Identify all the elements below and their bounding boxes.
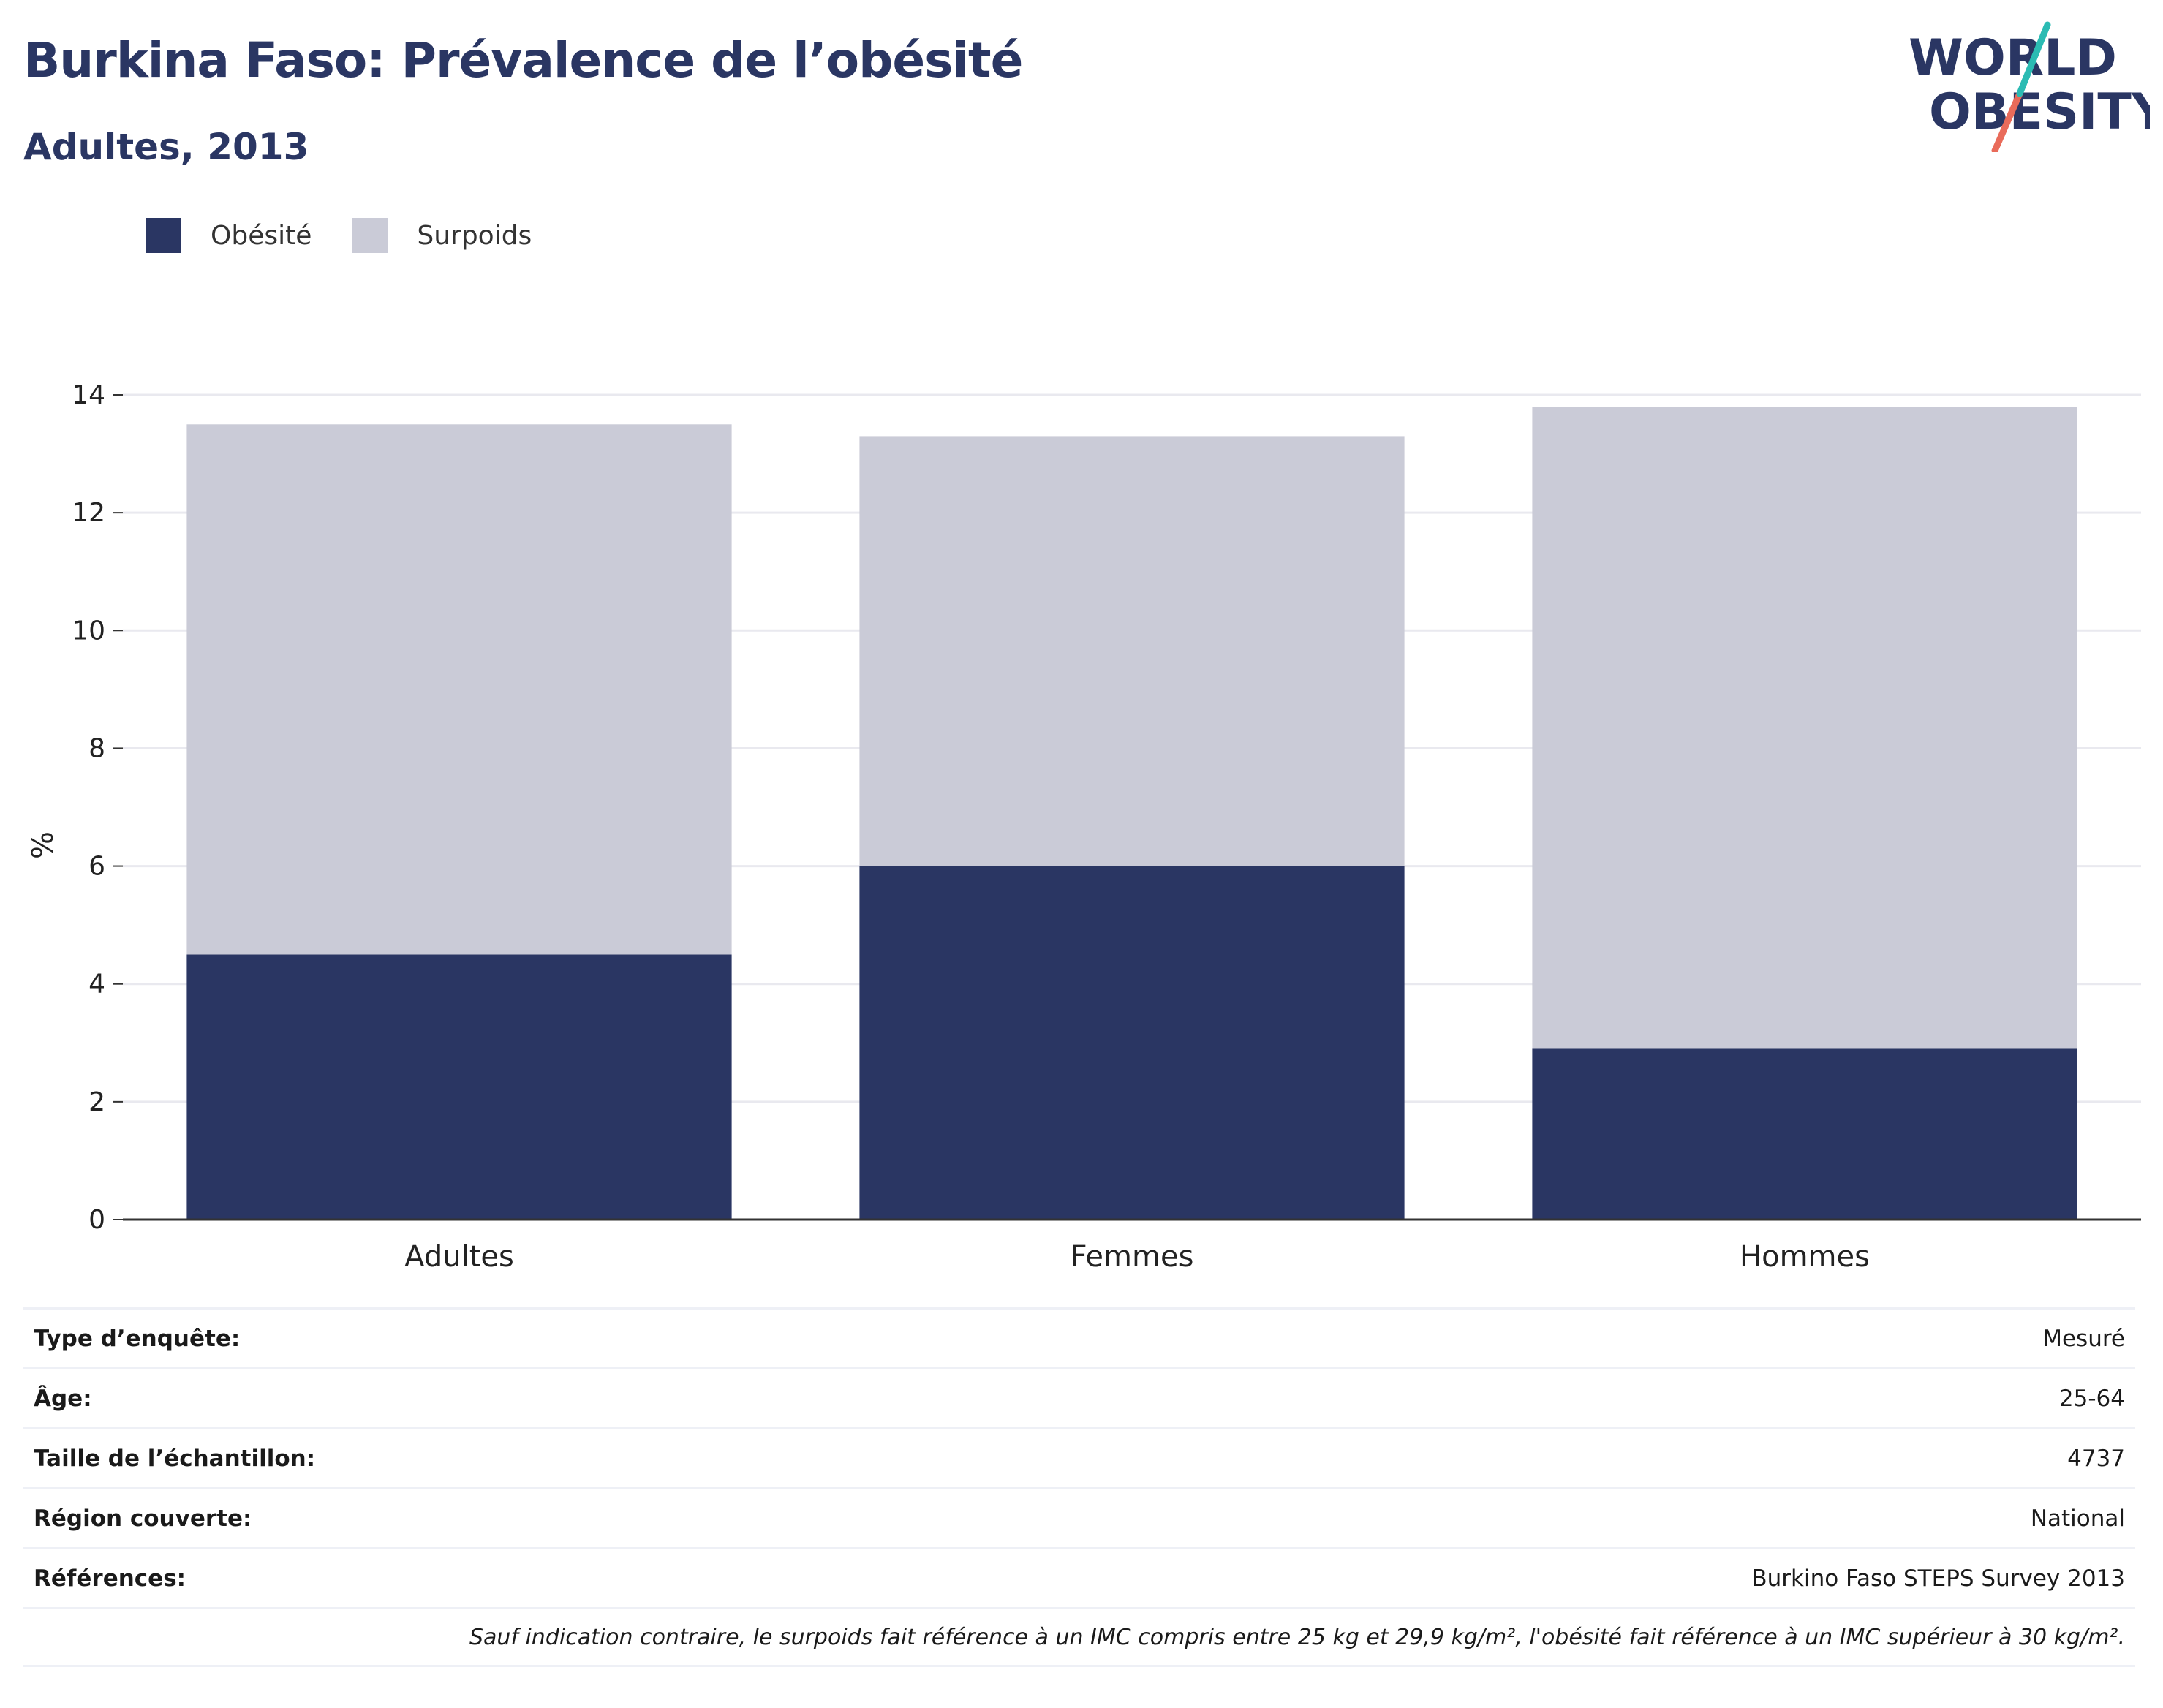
info-row-region: Région couverte: National	[23, 1487, 2135, 1547]
legend-item-surpoids[interactable]: Surpoids	[352, 218, 532, 253]
chart-title: Burkina Faso: Prévalence de l’obésité	[23, 32, 1023, 88]
info-row-sample-size: Taille de l’échantillon: 4737	[23, 1427, 2135, 1487]
info-value: 25-64	[2058, 1385, 2125, 1412]
info-row-references: Références: Burkino Faso STEPS Survey 20…	[23, 1547, 2135, 1607]
chart-subtitle: Adultes, 2013	[23, 126, 309, 168]
bar-segment-obesite	[186, 954, 732, 1220]
y-tick-label: 10	[72, 616, 105, 646]
bar-segment-obesite	[859, 866, 1405, 1220]
bar-segment-obesite	[1532, 1048, 2077, 1220]
bar-segment-surpoids	[859, 436, 1405, 866]
bar-segment-surpoids	[1532, 407, 2077, 1049]
definition-note: Sauf indication contraire, le surpoids f…	[469, 1624, 2125, 1650]
survey-info-table: Type d’enquête: Mesuré Âge: 25-64 Taille…	[23, 1307, 2135, 1667]
logo-line-2: OBESITY	[1929, 83, 2150, 141]
axes: 0 2 4 6 8 10 12 14% Adultes Femmes Hommes	[26, 380, 2141, 1274]
y-tick-label: 12	[72, 498, 105, 528]
info-label: Type d’enquête:	[34, 1325, 241, 1352]
logo-slash-coral	[1991, 90, 2023, 152]
info-row-age: Âge: 25-64	[23, 1367, 2135, 1427]
logo-slash-teal	[2016, 21, 2051, 97]
y-tick-label: 4	[88, 970, 105, 1000]
x-tick-label: Femmes	[1071, 1240, 1194, 1274]
info-value: Mesuré	[2042, 1325, 2125, 1352]
y-tick-label: 2	[88, 1087, 105, 1117]
legend-label-surpoids: Surpoids	[417, 220, 532, 251]
info-value: National	[2030, 1505, 2125, 1532]
legend-swatch-surpoids	[352, 218, 388, 253]
chart-legend: Obésité Surpoids	[146, 216, 573, 254]
x-tick-label: Adultes	[404, 1240, 514, 1274]
bar-chart: 0 2 4 6 8 10 12 14% Adultes Femmes Hommes	[26, 380, 2141, 1274]
y-axis-title: %	[26, 831, 60, 859]
y-tick-label: 6	[88, 852, 105, 882]
bar-segment-surpoids	[186, 424, 732, 955]
legend-label-obesite: Obésité	[211, 220, 312, 251]
y-tick-label: 14	[72, 380, 105, 410]
y-tick-label: 0	[88, 1205, 105, 1235]
y-tick-label: 8	[88, 733, 105, 763]
info-row-survey-type: Type d’enquête: Mesuré	[23, 1307, 2135, 1367]
x-tick-label: Hommes	[1740, 1240, 1870, 1274]
info-label: Âge:	[34, 1385, 92, 1412]
info-value: 4737	[2067, 1445, 2125, 1472]
legend-item-obesite[interactable]: Obésité	[146, 218, 312, 253]
legend-swatch-obesite	[146, 218, 181, 253]
info-label: Région couverte:	[34, 1505, 252, 1532]
info-note-row: Sauf indication contraire, le surpoids f…	[23, 1607, 2135, 1667]
logo-line-1: WORLD	[1909, 29, 2117, 87]
info-label: Taille de l’échantillon:	[34, 1445, 316, 1472]
info-label: Références:	[34, 1565, 186, 1592]
world-obesity-logo: WORLD OBESITY	[1909, 21, 2150, 152]
bars	[186, 407, 2077, 1220]
info-value: Burkino Faso STEPS Survey 2013	[1751, 1565, 2125, 1592]
